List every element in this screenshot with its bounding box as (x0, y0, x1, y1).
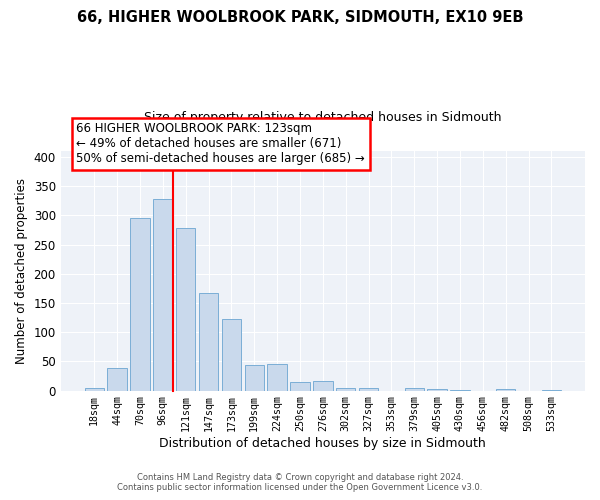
Bar (290, 382, 310, 390)
Bar (427, 389, 447, 390)
Bar (85, 388, 104, 390)
Bar (359, 388, 378, 390)
Bar (153, 199, 173, 390)
Bar (221, 320, 241, 390)
Bar (496, 389, 515, 390)
Bar (199, 293, 218, 390)
Bar (107, 368, 127, 390)
Text: Contains HM Land Registry data © Crown copyright and database right 2024.
Contai: Contains HM Land Registry data © Crown c… (118, 473, 482, 492)
Bar (313, 380, 332, 390)
Bar (268, 364, 287, 390)
Bar (176, 228, 196, 390)
Y-axis label: Number of detached properties: Number of detached properties (15, 178, 28, 364)
X-axis label: Distribution of detached houses by size in Sidmouth: Distribution of detached houses by size … (160, 437, 486, 450)
Bar (336, 388, 355, 390)
Bar (404, 388, 424, 390)
Bar (245, 366, 264, 390)
Text: 66, HIGHER WOOLBROOK PARK, SIDMOUTH, EX10 9EB: 66, HIGHER WOOLBROOK PARK, SIDMOUTH, EX1… (77, 10, 523, 25)
Bar (130, 218, 149, 390)
Text: 66 HIGHER WOOLBROOK PARK: 123sqm
← 49% of detached houses are smaller (671)
50% : 66 HIGHER WOOLBROOK PARK: 123sqm ← 49% o… (76, 122, 365, 166)
Title: Size of property relative to detached houses in Sidmouth: Size of property relative to detached ho… (144, 110, 502, 124)
